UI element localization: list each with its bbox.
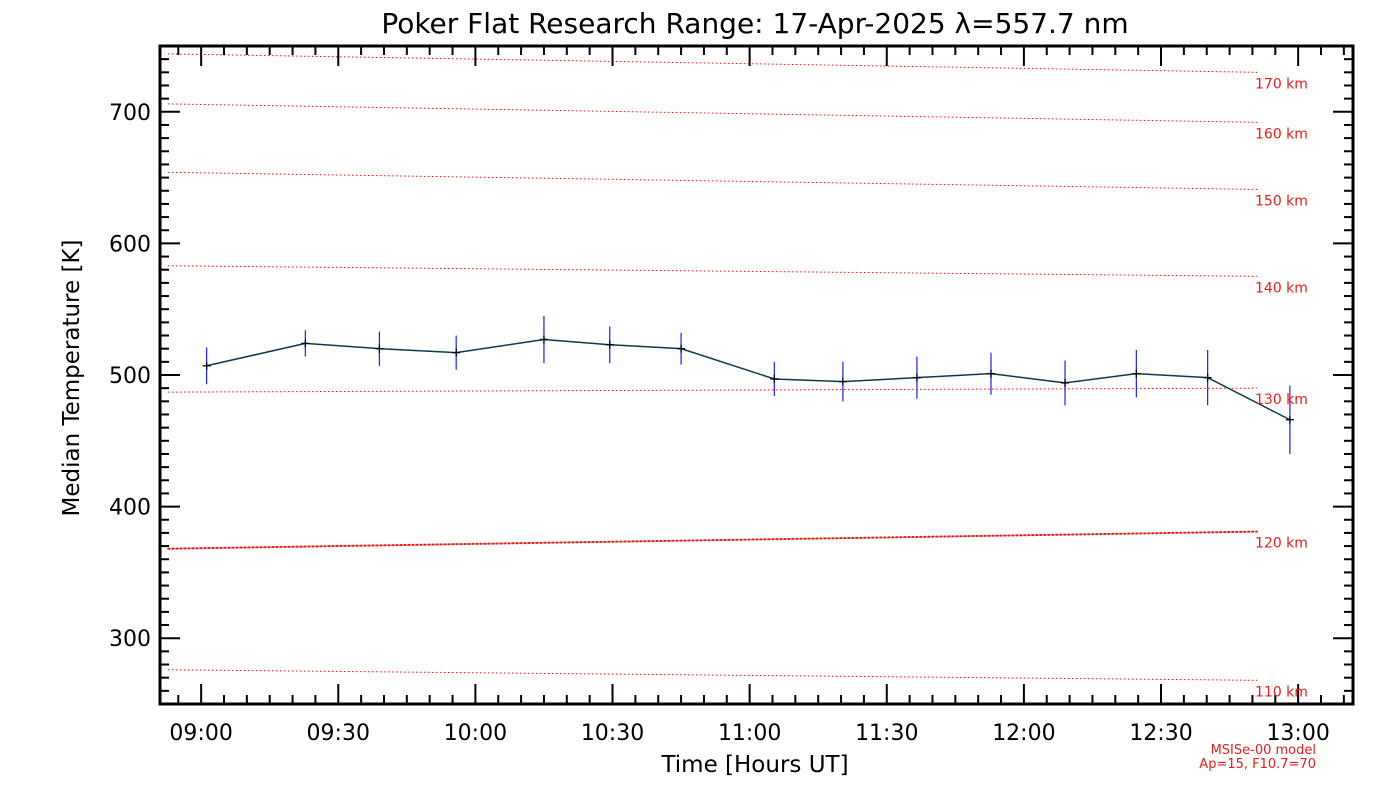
data-point — [452, 348, 461, 357]
x-tick-label: 09:00 — [169, 721, 232, 746]
x-tick-label: 12:00 — [992, 721, 1055, 746]
y-tick-label: 400 — [109, 496, 151, 521]
data-point — [1203, 373, 1212, 382]
altitude-label: 130 km — [1255, 392, 1308, 408]
model-note-line-2: Ap=15, F10.7=70 — [1199, 757, 1316, 772]
altitude-label: 110 km — [1255, 684, 1308, 700]
model-curves — [167, 53, 1259, 681]
x-tick-label: 11:00 — [718, 721, 781, 746]
data-point — [1285, 415, 1294, 424]
data-point — [986, 369, 995, 378]
data-series — [202, 315, 1294, 454]
data-point — [202, 361, 211, 370]
data-point — [1132, 369, 1141, 378]
axis-tick-labels: 300 400 500 600 700 09:00 09:30 10:00 10:30 11:00… — [109, 101, 1330, 746]
x-tick-label: 09:30 — [307, 721, 370, 746]
data-point — [770, 374, 779, 383]
model-curve-120-km — [167, 530, 1259, 550]
altitude-label: 150 km — [1255, 193, 1308, 209]
plot-border — [158, 44, 1355, 706]
y-axis-title: Median Temperature [K] — [59, 240, 85, 517]
model-curve-140-km — [167, 265, 1258, 277]
axis-ticks — [160, 45, 1353, 705]
y-tick-label: 300 — [109, 627, 151, 652]
model-note-line-1: MSISe-00 model — [1211, 743, 1316, 758]
model-curve-160-km — [167, 103, 1258, 123]
series-line — [206, 338, 1291, 421]
data-point — [1061, 378, 1070, 387]
altitude-label: 170 km — [1255, 76, 1308, 92]
x-tick-label: 10:00 — [444, 721, 507, 746]
plot-frame — [158, 44, 1355, 706]
y-tick-label: 600 — [109, 232, 151, 257]
altitude-label: 120 km — [1255, 536, 1308, 552]
x-tick-label: 10:30 — [581, 721, 644, 746]
altitude-labels: 110 km 120 km 130 km 140 km 150 km 160 km 170 … — [1255, 76, 1308, 700]
x-axis-title: Time [Hours UT] — [660, 752, 848, 778]
x-tick-label: 11:30 — [855, 721, 918, 746]
data-point — [838, 377, 847, 386]
model-curve-170-km — [167, 53, 1258, 73]
altitude-label: 160 km — [1255, 126, 1308, 142]
altitude-label: 140 km — [1255, 280, 1308, 296]
model-curve-150-km — [167, 171, 1258, 190]
data-point — [375, 344, 384, 353]
y-tick-label: 700 — [109, 101, 151, 126]
x-tick-label: 12:30 — [1129, 721, 1192, 746]
x-tick-label: 13:00 — [1266, 721, 1329, 746]
data-point — [301, 339, 310, 348]
data-point — [677, 344, 686, 353]
data-point — [539, 335, 548, 344]
chart-title: Poker Flat Research Range: 17-Apr-2025 λ… — [381, 7, 1128, 40]
data-point — [605, 340, 614, 349]
model-curve-130-km — [167, 387, 1258, 393]
y-tick-label: 500 — [109, 364, 151, 389]
data-point — [912, 373, 921, 382]
model-curve-110-km — [167, 669, 1258, 681]
